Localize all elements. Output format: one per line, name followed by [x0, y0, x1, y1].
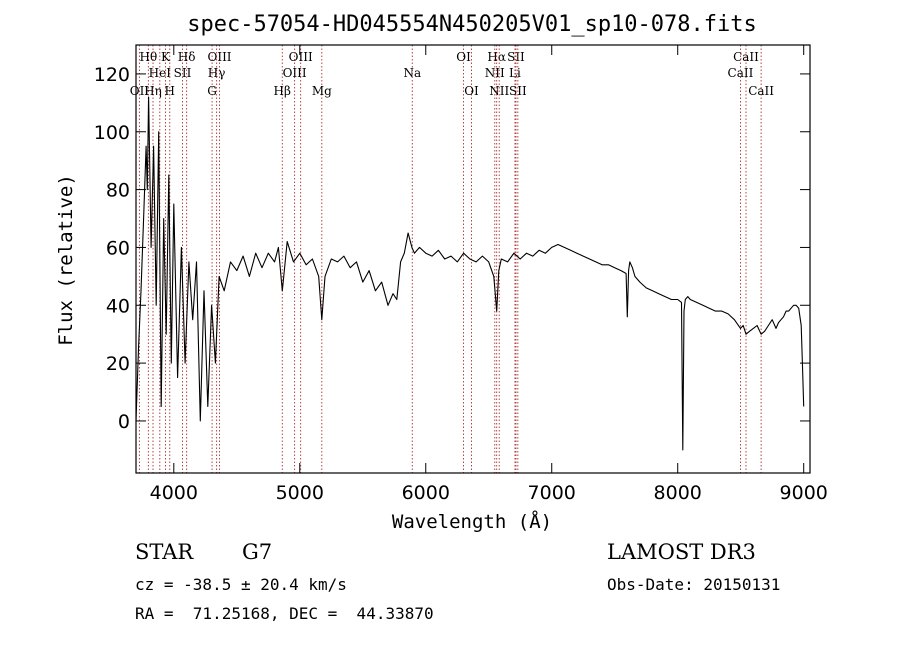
- line-marker-label-17: OI: [464, 84, 479, 98]
- line-marker-label-0: OII: [130, 84, 150, 98]
- line-marker-label-19: NII: [485, 66, 505, 80]
- line-marker-label-4: K: [161, 50, 171, 64]
- line-marker-label-15: Na: [403, 66, 421, 80]
- line-marker-label-10: G: [207, 84, 217, 98]
- line-marker-label-2: Hη: [144, 84, 162, 98]
- x-tick-label-3: 7000: [528, 482, 576, 504]
- line-marker-label-26: CaII: [748, 84, 774, 98]
- obs-date: Obs-Date: 20150131: [607, 575, 781, 594]
- object-class: STAR: [135, 540, 194, 564]
- line-marker-label-12: OIII: [289, 50, 313, 64]
- line-marker-label-3: HeI: [149, 66, 172, 80]
- line-marker-label-9: Hγ: [208, 66, 226, 80]
- coordinates: RA = 71.25168, DEC = 44.33870: [135, 604, 434, 623]
- x-axis-label: Wavelength (Å): [392, 510, 552, 533]
- y-tick-label-5: 100: [94, 122, 130, 144]
- line-marker-label-1: Hθ: [139, 50, 157, 64]
- spectrum-series-layer: [135, 96, 805, 451]
- x-tick-label-0: 4000: [150, 482, 198, 504]
- y-tick-label-4: 80: [106, 180, 130, 202]
- x-tick-label-4: 8000: [654, 482, 702, 504]
- spectrum-chart: spec-57054-HD045554N450205V01_sp10-078.f…: [55, 12, 828, 533]
- y-tick-label-1: 20: [106, 353, 130, 375]
- line-marker-label-8: OIII: [207, 50, 231, 64]
- y-tick-label-3: 60: [106, 237, 130, 259]
- line-marker-label-22: Li: [509, 66, 521, 80]
- line-marker-label-25: CaII: [728, 66, 754, 80]
- object-subclass: G7: [242, 540, 273, 564]
- axis-ticks: 4000 5000 6000 7000 8000 9000 0 20 40 60 80 100 120: [94, 45, 828, 504]
- line-marker-label-23: SII: [509, 84, 527, 98]
- plot-frame: [135, 44, 811, 474]
- survey-name: LAMOST DR3: [607, 540, 756, 564]
- line-marker-label-20: NII: [489, 84, 509, 98]
- line-marker-label-13: OIII: [283, 66, 307, 80]
- y-tick-label-0: 0: [118, 411, 130, 433]
- line-marker-label-21: SII: [507, 50, 525, 64]
- line-marker-label-14: Mg: [312, 84, 332, 98]
- x-tick-label-5: 9000: [780, 482, 828, 504]
- x-tick-label-1: 5000: [276, 482, 324, 504]
- line-marker-label-5: SII: [174, 66, 192, 80]
- redshift-readout: cz = -38.5 ± 20.4 km/s: [135, 575, 347, 594]
- x-tick-label-2: 6000: [402, 482, 450, 504]
- spectrum-line-0: [135, 96, 805, 451]
- y-axis-label: Flux (relative): [55, 174, 77, 346]
- line-marker-label-7: Hδ: [178, 50, 196, 64]
- y-tick-label-2: 40: [106, 295, 130, 317]
- line-marker-label-24: CaII: [733, 50, 759, 64]
- chart-title: spec-57054-HD045554N450205V01_sp10-078.f…: [187, 12, 757, 37]
- line-marker-label-16: OI: [456, 50, 471, 64]
- line-marker-label-11: Hβ: [274, 84, 291, 98]
- line-marker-label-18: Hα: [487, 50, 506, 64]
- y-tick-label-6: 120: [94, 64, 130, 86]
- line-marker-label-6: H: [165, 84, 175, 98]
